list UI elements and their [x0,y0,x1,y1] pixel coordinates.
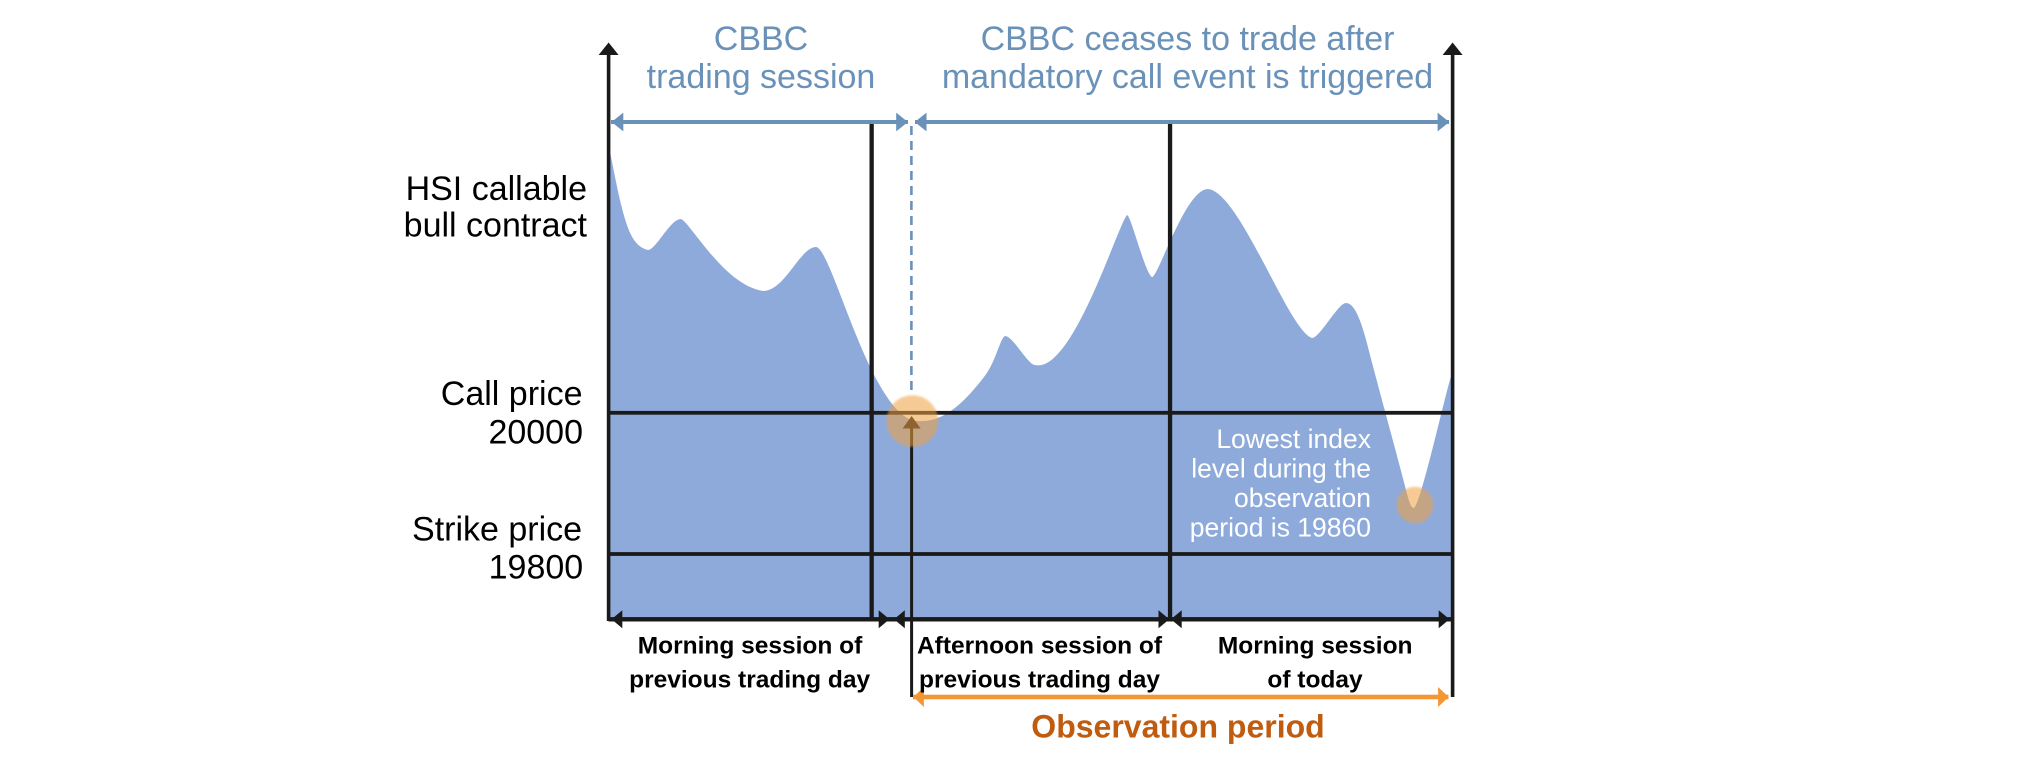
svg-text:mandatory call event is trigge: mandatory call event is triggered [942,58,1433,96]
svg-text:bull contract: bull contract [404,207,588,245]
svg-text:period is 19860: period is 19860 [1190,513,1371,543]
svg-text:Lowest index: Lowest index [1216,424,1371,454]
svg-text:Strike price: Strike price [412,510,582,548]
svg-text:level during the: level during the [1191,454,1371,484]
svg-text:Morning session: Morning session [1218,633,1413,660]
svg-text:Call price: Call price [441,375,583,413]
svg-text:HSI callable: HSI callable [406,170,587,208]
svg-text:Observation period: Observation period [1031,708,1324,744]
svg-text:trading session: trading session [647,58,876,96]
svg-text:19800: 19800 [489,549,584,587]
svg-text:CBBC ceases to trade after: CBBC ceases to trade after [981,20,1395,58]
svg-text:Afternoon session of: Afternoon session of [917,633,1163,660]
svg-text:previous trading day: previous trading day [919,666,1160,693]
svg-text:Morning session of: Morning session of [638,633,863,660]
svg-text:20000: 20000 [488,414,583,452]
svg-text:of today: of today [1267,666,1363,693]
svg-text:previous trading day: previous trading day [629,666,870,693]
svg-text:CBBC: CBBC [714,20,808,58]
svg-text:observation: observation [1234,483,1371,513]
